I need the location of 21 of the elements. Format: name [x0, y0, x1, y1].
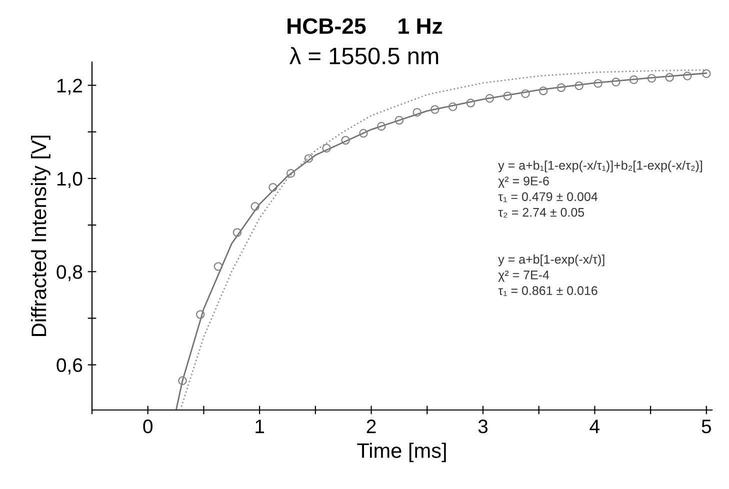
y-tick-label: 1,2	[57, 78, 82, 95]
annotation: τ₁ = 0.479 ± 0.004	[498, 192, 598, 202]
chart-title: HCB-25 1 Hz	[288, 18, 442, 34]
annotation: y = a+b[1-exp(-x/τ)]	[498, 254, 604, 266]
chart-subtitle: λ = 1550.5 nm	[290, 46, 438, 64]
y-tick-label: 1,0	[57, 172, 82, 188]
annotation: τ₂ = 2.74 ± 0.05	[498, 208, 584, 218]
annotation: y = a+b₁[1-exp(-x/τ₁)]+b₂[1-exp(-x/τ₂)]	[498, 160, 702, 172]
x-tick-label: 1	[256, 420, 264, 434]
x-axis-title: Time [ms]	[357, 442, 446, 462]
annotation: χ² = 7E-4	[498, 270, 550, 282]
x-tick-label: 3	[478, 420, 488, 434]
x-tick-label: 5	[702, 420, 712, 434]
x-tick-label: 0	[143, 420, 153, 434]
y-axis-title: Diffracted Intensity [V]	[30, 136, 50, 336]
annotation: τ₁ = 0.861 ± 0.016	[498, 286, 598, 296]
y-tick-label: 0,6	[56, 358, 82, 374]
y-tick-label: 0,8	[56, 265, 82, 282]
x-tick-label: 4	[590, 420, 600, 434]
annotation: χ² = 9E-6	[498, 176, 549, 188]
x-tick-label: 2	[366, 420, 376, 434]
